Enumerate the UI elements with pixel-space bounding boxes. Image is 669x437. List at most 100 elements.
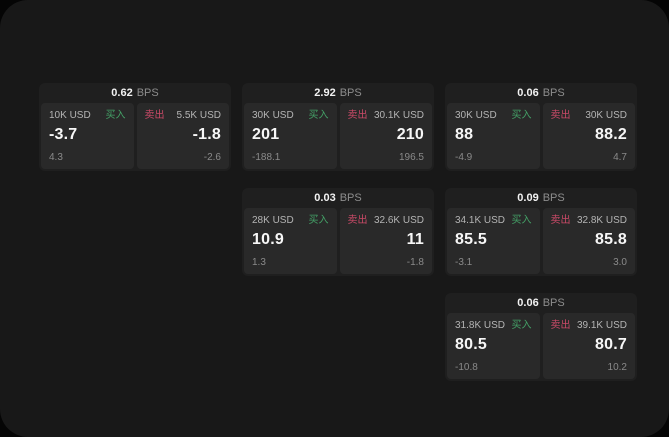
quote-panels: 30K USD 买入 88 -4.9 卖出 30K USD 88.2 4.7: [447, 103, 635, 169]
sell-panel-top: 卖出 30K USD: [551, 111, 628, 121]
buy-amount: 31.8K USD: [455, 320, 506, 331]
buy-panel-top: 34.1K USD 买入: [455, 216, 532, 226]
bps-unit-label: BPS: [136, 86, 159, 99]
quote-card: 0.06 BPS 30K USD 买入 88 -4.9 卖出 30K USD: [445, 83, 637, 171]
bps-unit-label: BPS: [542, 296, 565, 309]
sell-panel[interactable]: 卖出 39.1K USD 80.7 10.2: [542, 313, 635, 379]
sell-amount: 32.6K USD: [373, 215, 424, 226]
sell-amount: 32.8K USD: [576, 215, 627, 226]
bps-value: 0.06: [517, 86, 539, 99]
sell-price: -1.8: [192, 126, 221, 143]
quote-grid: 0.62 BPS 10K USD 买入 -3.7 4.3 卖出 5.5K USD: [39, 83, 637, 381]
sell-price: 11: [406, 231, 424, 248]
sell-action-label: 卖出: [347, 215, 368, 226]
sell-delta: -2.6: [203, 152, 221, 163]
buy-delta: 4.3: [49, 152, 63, 163]
buy-action-label: 买入: [105, 110, 126, 121]
sell-panel[interactable]: 卖出 30K USD 88.2 4.7: [542, 103, 635, 169]
sell-panel[interactable]: 卖出 32.6K USD 11 -1.8: [339, 208, 432, 274]
buy-amount: 30K USD: [455, 110, 497, 121]
quote-panels: 34.1K USD 买入 85.5 -3.1 卖出 32.8K USD 85.8…: [447, 208, 635, 274]
buy-panel-top: 30K USD 买入: [455, 111, 532, 121]
sell-action-label: 卖出: [550, 320, 571, 331]
buy-panel[interactable]: 30K USD 买入 88 -4.9: [447, 103, 540, 169]
quote-card: 0.06 BPS 31.8K USD 买入 80.5 -10.8 卖出 39.1…: [445, 293, 637, 381]
sell-action-label: 卖出: [550, 110, 571, 121]
buy-action-label: 买入: [511, 320, 532, 331]
sell-price: 88.2: [595, 126, 627, 143]
quote-card: 2.92 BPS 30K USD 买入 201 -188.1 卖出 30.1K …: [242, 83, 434, 171]
buy-amount: 10K USD: [49, 110, 91, 121]
quote-card: 0.62 BPS 10K USD 买入 -3.7 4.3 卖出 5.5K USD: [39, 83, 231, 171]
sell-amount: 30K USD: [585, 110, 627, 121]
sell-action-label: 卖出: [550, 215, 571, 226]
sell-panel-top: 卖出 32.8K USD: [551, 216, 628, 226]
bps-value: 0.09: [517, 191, 539, 204]
buy-delta: 1.3: [252, 257, 266, 268]
buy-delta: -10.8: [455, 362, 478, 373]
buy-panel[interactable]: 34.1K USD 买入 85.5 -3.1: [447, 208, 540, 274]
buy-panel[interactable]: 10K USD 买入 -3.7 4.3: [41, 103, 134, 169]
buy-price: 201: [252, 126, 280, 143]
sell-price: 210: [396, 126, 424, 143]
sell-delta: 196.5: [398, 152, 424, 163]
sell-panel-top: 卖出 30.1K USD: [348, 111, 425, 121]
sell-panel-top: 卖出 5.5K USD: [145, 111, 222, 121]
quote-panels: 28K USD 买入 10.9 1.3 卖出 32.6K USD 11 -1.8: [244, 208, 432, 274]
bps-header: 0.06 BPS: [447, 293, 635, 313]
buy-panel[interactable]: 30K USD 买入 201 -188.1: [244, 103, 337, 169]
sell-delta: 4.7: [613, 152, 627, 163]
sell-panel[interactable]: 卖出 30.1K USD 210 196.5: [339, 103, 432, 169]
quote-card: 0.09 BPS 34.1K USD 买入 85.5 -3.1 卖出 32.8K…: [445, 188, 637, 276]
buy-amount: 28K USD: [252, 215, 294, 226]
bps-unit-label: BPS: [339, 191, 362, 204]
buy-panel-top: 10K USD 买入: [49, 111, 126, 121]
buy-panel[interactable]: 31.8K USD 买入 80.5 -10.8: [447, 313, 540, 379]
bps-unit-label: BPS: [339, 86, 362, 99]
buy-panel-top: 30K USD 买入: [252, 111, 329, 121]
bps-value: 0.03: [314, 191, 336, 204]
sell-amount: 39.1K USD: [576, 320, 627, 331]
bps-header: 0.03 BPS: [244, 188, 432, 208]
buy-action-label: 买入: [511, 110, 532, 121]
buy-action-label: 买入: [308, 110, 329, 121]
sell-panel[interactable]: 卖出 5.5K USD -1.8 -2.6: [136, 103, 229, 169]
buy-panel-top: 28K USD 买入: [252, 216, 329, 226]
sell-panel[interactable]: 卖出 32.8K USD 85.8 3.0: [542, 208, 635, 274]
buy-delta: -3.1: [455, 257, 473, 268]
buy-price: 10.9: [252, 231, 284, 248]
bps-unit-label: BPS: [542, 86, 565, 99]
buy-price: -3.7: [49, 126, 78, 143]
buy-panel-top: 31.8K USD 买入: [455, 321, 532, 331]
sell-amount: 30.1K USD: [373, 110, 424, 121]
sell-amount: 5.5K USD: [176, 110, 221, 121]
sell-action-label: 卖出: [144, 110, 165, 121]
sell-delta: 3.0: [613, 257, 627, 268]
buy-price: 80.5: [455, 336, 487, 353]
sell-panel-top: 卖出 32.6K USD: [348, 216, 425, 226]
sell-delta: 10.2: [607, 362, 627, 373]
buy-amount: 30K USD: [252, 110, 294, 121]
bps-header: 0.62 BPS: [41, 83, 229, 103]
buy-action-label: 买入: [511, 215, 532, 226]
quote-card: 0.03 BPS 28K USD 买入 10.9 1.3 卖出 32.6K US…: [242, 188, 434, 276]
buy-panel[interactable]: 28K USD 买入 10.9 1.3: [244, 208, 337, 274]
bps-header: 0.06 BPS: [447, 83, 635, 103]
sell-delta: -1.8: [406, 257, 424, 268]
bps-header: 0.09 BPS: [447, 188, 635, 208]
bps-value: 0.06: [517, 296, 539, 309]
buy-amount: 34.1K USD: [455, 215, 506, 226]
bps-value: 0.62: [111, 86, 133, 99]
sell-panel-top: 卖出 39.1K USD: [551, 321, 628, 331]
quote-panels: 10K USD 买入 -3.7 4.3 卖出 5.5K USD -1.8 -2.…: [41, 103, 229, 169]
bps-unit-label: BPS: [542, 191, 565, 204]
buy-delta: -4.9: [455, 152, 473, 163]
bps-header: 2.92 BPS: [244, 83, 432, 103]
buy-action-label: 买入: [308, 215, 329, 226]
sell-price: 80.7: [595, 336, 627, 353]
sell-price: 85.8: [595, 231, 627, 248]
quote-panels: 31.8K USD 买入 80.5 -10.8 卖出 39.1K USD 80.…: [447, 313, 635, 379]
sell-action-label: 卖出: [347, 110, 368, 121]
quote-panels: 30K USD 买入 201 -188.1 卖出 30.1K USD 210 1…: [244, 103, 432, 169]
